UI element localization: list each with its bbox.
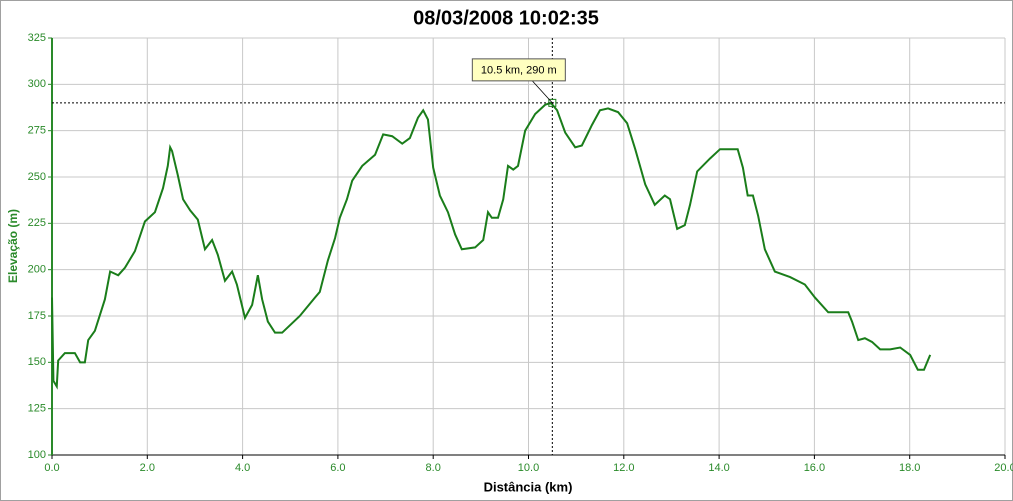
y-tick-label: 325: [28, 32, 46, 44]
annotation-box: [471, 58, 566, 82]
y-tick-label: 225: [28, 217, 46, 229]
annotation-pointer: [532, 80, 553, 104]
x-tick-label: 20.0: [994, 462, 1013, 474]
chart-title: 08/03/2008 10:02:35: [413, 7, 599, 29]
x-tick-label: 12.0: [613, 462, 634, 474]
y-tick-label: 250: [28, 171, 46, 183]
x-tick-label: 14.0: [708, 462, 729, 474]
y-tick-label: 100: [28, 449, 46, 461]
x-tick-label: 10.0: [518, 462, 539, 474]
y-tick-label: 300: [28, 78, 46, 90]
y-axis-label: Elevação (m): [6, 209, 20, 283]
y-tick-label: 150: [28, 356, 46, 368]
x-tick-label: 0.0: [44, 462, 59, 474]
y-tick-label: 200: [28, 264, 46, 276]
y-tick-label: 125: [28, 403, 46, 415]
annotation-label: 10.5 km, 290 m: [481, 64, 557, 76]
x-tick-label: 18.0: [899, 462, 920, 474]
y-tick-label: 275: [28, 125, 46, 137]
x-tick-label: 6.0: [330, 462, 345, 474]
y-tick-label: 175: [28, 310, 46, 322]
crosshair-marker: [548, 98, 557, 107]
x-axis-label: Distância (km): [484, 479, 573, 494]
x-tick-label: 2.0: [140, 462, 155, 474]
elevation-line: [51, 101, 932, 390]
x-tick-label: 8.0: [426, 462, 441, 474]
x-tick-label: 16.0: [804, 462, 825, 474]
x-tick-label: 4.0: [235, 462, 250, 474]
